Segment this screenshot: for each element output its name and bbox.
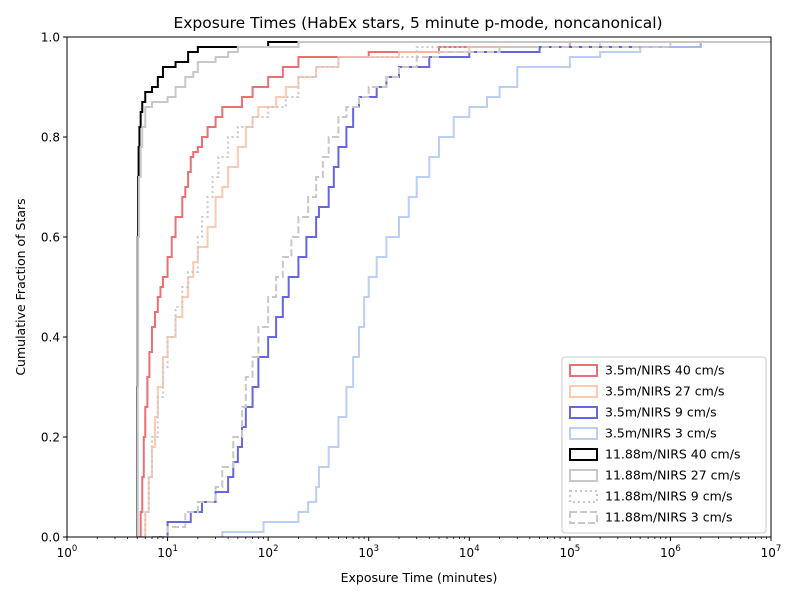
chart-title: Exposure Times (HabEx stars, 5 minute p-… (173, 14, 662, 32)
x-tick-label: 100 (57, 544, 78, 560)
series-line-8 (151, 41, 771, 537)
series-line-1 (139, 41, 771, 537)
y-tick-label: 0.2 (41, 431, 60, 445)
legend-swatch (569, 406, 598, 419)
series-line-6 (136, 41, 771, 537)
y-tick-label: 0.8 (41, 131, 60, 145)
x-tick-label: 101 (157, 544, 178, 560)
legend-box (561, 356, 767, 534)
y-axis-ticks: 0.0 0.2 0.4 0.6 0.8 1.0 (41, 31, 67, 545)
x-tick-label: 105 (560, 544, 581, 560)
legend-label: 11.88m/NIRS 9 cm/s (605, 489, 733, 504)
x-tick-label: 106 (660, 544, 681, 560)
legend: 3.5m/NIRS 40 cm/s 3.5m/NIRS 27 cm/s 3.5m/N… (561, 356, 767, 534)
x-axis-ticks: 100 101 102 103 104 105 106 107 (57, 537, 782, 560)
y-tick-label: 0.0 (41, 531, 60, 545)
y-tick-label: 1.0 (41, 31, 60, 45)
x-tick-label: 104 (459, 544, 480, 560)
legend-label: 3.5m/NIRS 27 cm/s (605, 384, 725, 399)
legend-swatch (569, 385, 598, 398)
y-tick-label: 0.4 (41, 331, 60, 345)
legend-swatch (569, 490, 598, 503)
x-tick-label: 107 (761, 544, 782, 560)
legend-swatch (569, 427, 598, 440)
series-line-7 (141, 41, 771, 537)
series-layer (136, 41, 771, 537)
legend-swatch (569, 511, 598, 524)
x-tick-label: 103 (358, 544, 379, 560)
x-tick-label: 102 (258, 544, 279, 560)
legend-swatch (569, 448, 598, 461)
legend-swatch (569, 469, 598, 482)
y-axis-label: Cumulative Fraction of Stars (13, 198, 28, 375)
legend-label: 11.88m/NIRS 27 cm/s (605, 468, 740, 483)
legend-label: 11.88m/NIRS 40 cm/s (605, 447, 740, 462)
y-tick-label: 0.6 (41, 231, 60, 245)
x-axis-label: Exposure Time (minutes) (341, 570, 498, 585)
legend-label: 3.5m/NIRS 3 cm/s (605, 426, 717, 441)
legend-label: 3.5m/NIRS 40 cm/s (605, 363, 725, 378)
legend-label: 3.5m/NIRS 9 cm/s (605, 405, 717, 420)
plot-frame (66, 36, 772, 538)
series-line-4 (221, 41, 771, 537)
legend-label: 11.88m/NIRS 3 cm/s (605, 510, 733, 525)
legend-swatch (569, 364, 598, 377)
